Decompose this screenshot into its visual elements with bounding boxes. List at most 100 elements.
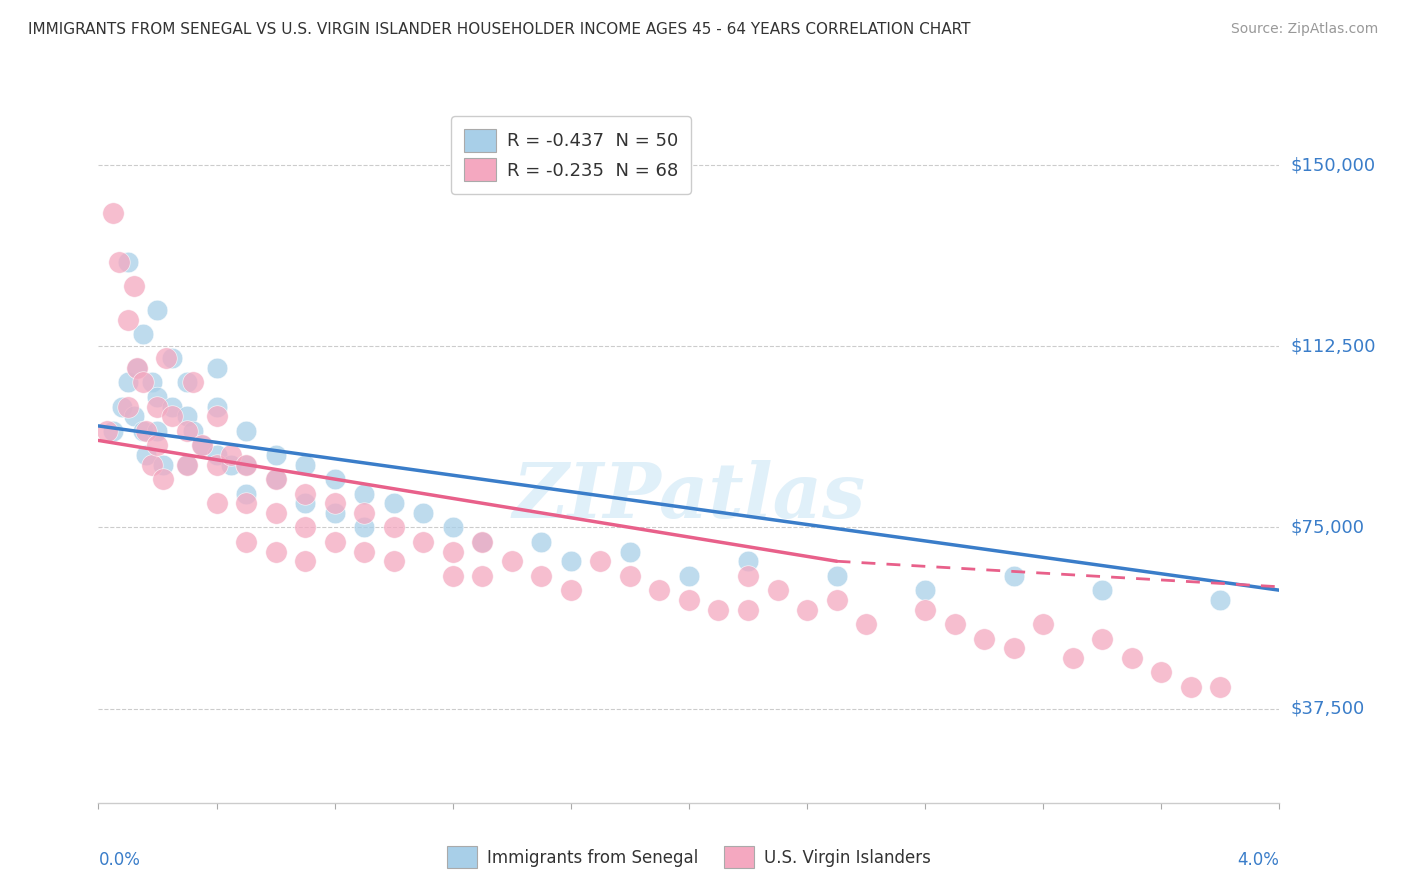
Point: [737, 602, 759, 616]
Point: [132, 424, 155, 438]
Point: [973, 632, 995, 646]
Point: [108, 254, 131, 268]
Point: [152, 458, 174, 472]
Point: [766, 583, 789, 598]
Point: [353, 486, 375, 500]
Point: [176, 458, 198, 472]
Point: [122, 278, 145, 293]
Point: [125, 361, 148, 376]
Point: [176, 424, 198, 438]
Point: [219, 458, 242, 472]
Point: [176, 376, 198, 390]
Point: [146, 390, 169, 404]
Point: [146, 303, 169, 318]
Point: [181, 376, 204, 390]
Point: [176, 458, 198, 472]
Point: [1002, 641, 1025, 656]
Point: [162, 409, 183, 424]
Point: [323, 534, 346, 549]
Point: [1091, 583, 1114, 598]
Point: [323, 472, 346, 486]
Point: [103, 424, 124, 438]
Point: [135, 424, 157, 438]
Point: [796, 602, 818, 616]
Point: [471, 568, 494, 582]
Point: [264, 472, 287, 486]
Point: [1180, 680, 1202, 694]
Point: [855, 617, 877, 632]
Point: [146, 438, 169, 452]
Point: [135, 448, 157, 462]
Point: [205, 361, 228, 376]
Point: [1091, 632, 1114, 646]
Point: [235, 534, 257, 549]
Point: [205, 448, 228, 462]
Point: [235, 486, 257, 500]
Point: [589, 554, 612, 568]
Point: [943, 617, 966, 632]
Point: [191, 438, 214, 452]
Point: [353, 520, 375, 534]
Point: [141, 376, 163, 390]
Point: [235, 496, 257, 510]
Point: [382, 496, 405, 510]
Point: [471, 534, 494, 549]
Point: [1150, 665, 1173, 680]
Point: [1209, 680, 1232, 694]
Text: $75,000: $75,000: [1291, 518, 1365, 536]
Point: [181, 424, 204, 438]
Point: [264, 544, 287, 558]
Point: [560, 583, 582, 598]
Text: IMMIGRANTS FROM SENEGAL VS U.S. VIRGIN ISLANDER HOUSEHOLDER INCOME AGES 45 - 64 : IMMIGRANTS FROM SENEGAL VS U.S. VIRGIN I…: [28, 22, 970, 37]
Point: [678, 592, 700, 607]
Point: [441, 544, 464, 558]
Point: [264, 472, 287, 486]
Point: [825, 568, 848, 582]
Point: [141, 458, 163, 472]
Point: [132, 327, 155, 342]
Point: [648, 583, 671, 598]
Point: [382, 554, 405, 568]
Point: [146, 400, 169, 414]
Point: [205, 400, 228, 414]
Point: [125, 361, 148, 376]
Point: [219, 448, 242, 462]
Point: [737, 568, 759, 582]
Point: [441, 568, 464, 582]
Text: 4.0%: 4.0%: [1237, 851, 1279, 869]
Point: [294, 554, 316, 568]
Point: [162, 351, 183, 366]
Point: [323, 496, 346, 510]
Text: $37,500: $37,500: [1291, 699, 1365, 717]
Point: [235, 424, 257, 438]
Point: [205, 496, 228, 510]
Point: [117, 254, 139, 268]
Point: [132, 376, 155, 390]
Point: [560, 554, 582, 568]
Point: [294, 486, 316, 500]
Text: ZIPatlas: ZIPatlas: [512, 459, 866, 533]
Point: [825, 592, 848, 607]
Point: [619, 568, 641, 582]
Point: [264, 506, 287, 520]
Point: [1002, 568, 1025, 582]
Point: [152, 472, 174, 486]
Text: $150,000: $150,000: [1291, 156, 1375, 174]
Point: [155, 351, 177, 366]
Point: [1062, 651, 1084, 665]
Point: [530, 534, 553, 549]
Point: [737, 554, 759, 568]
Point: [441, 520, 464, 534]
Point: [501, 554, 523, 568]
Point: [146, 424, 169, 438]
Point: [323, 506, 346, 520]
Point: [117, 400, 139, 414]
Text: Source: ZipAtlas.com: Source: ZipAtlas.com: [1230, 22, 1378, 37]
Text: $112,500: $112,500: [1291, 337, 1376, 355]
Point: [294, 520, 316, 534]
Point: [162, 400, 183, 414]
Point: [205, 409, 228, 424]
Point: [111, 400, 134, 414]
Point: [122, 409, 145, 424]
Legend: Immigrants from Senegal, U.S. Virgin Islanders: Immigrants from Senegal, U.S. Virgin Isl…: [440, 839, 938, 874]
